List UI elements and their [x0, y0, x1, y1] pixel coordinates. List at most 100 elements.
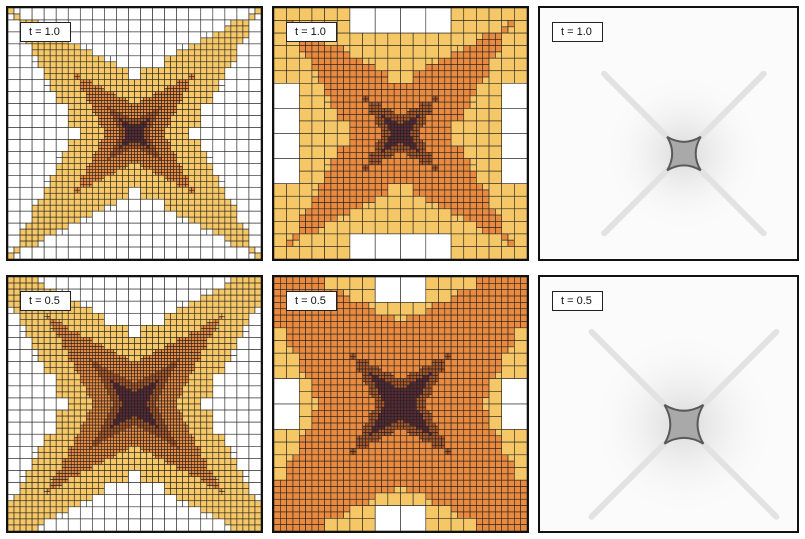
mesh-cell: [110, 55, 117, 63]
mesh-cell: [143, 148, 147, 152]
mesh-cell: [188, 127, 202, 140]
mesh-cell: [161, 367, 165, 372]
mesh-cell: [206, 439, 214, 447]
mesh-cell: [152, 370, 156, 375]
mesh-cell: [393, 152, 401, 159]
mesh-cell: [98, 364, 102, 369]
mesh-cell: [197, 467, 202, 471]
mesh-cell: [143, 118, 147, 122]
mesh-cell: [406, 136, 411, 141]
mesh-cell: [110, 400, 114, 405]
mesh-cell: [92, 204, 99, 212]
mesh-cell: [203, 467, 208, 471]
mesh-cell: [476, 95, 490, 109]
mesh-cell: [336, 214, 344, 222]
mesh-cell: [131, 154, 135, 158]
mesh-cell: [173, 91, 177, 95]
mesh-cell: [86, 157, 93, 164]
mesh-cell: [86, 436, 90, 441]
mesh-cell: [143, 154, 147, 158]
mesh-cell: [122, 109, 126, 113]
mesh-cell: [476, 170, 490, 184]
mesh-cell: [390, 120, 395, 125]
mesh-cell: [393, 123, 398, 128]
mesh-cell: [143, 130, 147, 134]
mesh-cell: [131, 406, 135, 411]
mesh-cell: [95, 349, 99, 353]
mesh-cell: [362, 101, 370, 109]
mesh-cell: [116, 433, 120, 438]
mesh-cell: [384, 123, 389, 128]
mesh-cell: [61, 446, 69, 453]
mesh-cell: [86, 439, 90, 444]
mesh-cell: [116, 415, 120, 420]
mesh-cell: [134, 79, 141, 86]
mesh-cell: [200, 334, 205, 338]
mesh-cell: [161, 415, 165, 420]
mesh-cell: [170, 186, 177, 194]
mesh-cell: [194, 43, 202, 51]
mesh-cell: [110, 79, 117, 86]
mesh-cell: [137, 439, 141, 444]
mesh-cell: [158, 364, 162, 369]
mesh-cell: [19, 175, 33, 188]
mesh-cell: [182, 55, 190, 63]
mesh-cell: [113, 430, 117, 435]
mesh-cell: [49, 73, 57, 81]
mesh-cell: [387, 183, 401, 197]
mesh-cell: [212, 181, 220, 188]
mesh-cell: [143, 412, 147, 417]
mesh-cell: [113, 400, 117, 405]
mesh-cell: [501, 26, 509, 34]
mesh-cell: [92, 43, 105, 57]
mesh-cell: [86, 352, 90, 356]
mesh-cell: [173, 163, 177, 167]
mesh-cell: [113, 151, 117, 155]
mesh-cell: [469, 189, 477, 197]
mesh-cell: [191, 358, 196, 362]
mesh-cell: [412, 45, 427, 59]
mesh-cell: [146, 130, 150, 134]
mesh-cell: [128, 409, 132, 414]
mesh-cell: [286, 233, 294, 241]
mesh-cell: [146, 154, 150, 158]
mesh-cell: [140, 494, 153, 508]
mesh-cell: [152, 55, 165, 69]
mesh-cell: [128, 198, 141, 212]
mesh-cell: [70, 331, 75, 335]
mesh-cell: [125, 385, 129, 390]
mesh-cell: [43, 476, 51, 483]
mesh-cell: [25, 228, 33, 236]
mesh-cell: [170, 319, 177, 326]
mesh-cell: [182, 181, 187, 185]
mesh-cell: [179, 166, 183, 170]
mesh-cell: [104, 133, 108, 137]
mesh-cell: [67, 337, 72, 341]
mesh-cell: [110, 94, 114, 98]
mesh-cell: [409, 145, 414, 150]
mesh-cell: [98, 412, 102, 417]
mesh-cell: [200, 55, 208, 63]
mesh-cell: [128, 433, 132, 438]
mesh-cell: [143, 127, 147, 131]
mesh-cell: [58, 334, 63, 338]
mesh-cell: [43, 192, 51, 200]
mesh-cell: [194, 216, 202, 224]
mesh-cell: [92, 424, 96, 429]
mesh-cell: [104, 204, 111, 212]
mesh-cell: [101, 151, 105, 155]
mesh-cell: [236, 8, 250, 21]
mesh-cell: [131, 400, 135, 405]
mesh-cell: [143, 124, 147, 128]
mesh-cell: [122, 439, 126, 444]
mesh-cell: [381, 117, 385, 122]
mesh-cell: [92, 488, 99, 496]
mesh-cell: [188, 449, 193, 453]
mesh-cell: [206, 385, 214, 393]
mesh-cell: [167, 346, 171, 350]
mesh-cell: [390, 123, 395, 128]
mesh-cell: [70, 337, 75, 341]
mesh-cell: [203, 479, 208, 483]
mesh-cell: [330, 70, 338, 78]
mesh-cell: [387, 126, 392, 131]
